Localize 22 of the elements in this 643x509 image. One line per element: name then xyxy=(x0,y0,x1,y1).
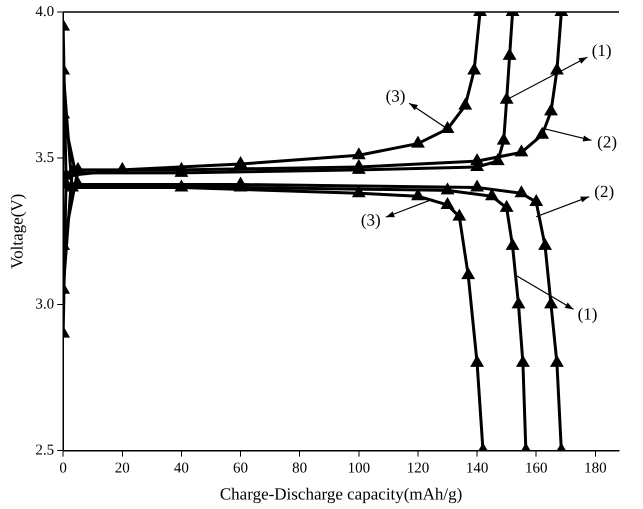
x-tick-label: 20 xyxy=(114,460,130,477)
x-tick-label: 180 xyxy=(584,460,607,477)
annotation: (1) xyxy=(578,304,598,324)
annotation: (1) xyxy=(592,41,612,60)
annotation: (2) xyxy=(597,132,617,152)
x-tick-label: 100 xyxy=(348,460,370,477)
y-tick-label: 4.0 xyxy=(35,4,54,20)
annotation: (3) xyxy=(360,210,381,230)
x-tick-label: 60 xyxy=(233,460,248,477)
annotation: (3) xyxy=(386,86,406,106)
y-axis-title: Voltage(V) xyxy=(8,194,27,269)
x-tick-label: 80 xyxy=(292,460,308,477)
y-tick-label: 3.0 xyxy=(35,296,54,312)
y-tick-label: 2.5 xyxy=(35,442,54,459)
x-tick-label: 120 xyxy=(406,460,430,477)
x-axis-title: Charge-Discharge capacity(mAh/g) xyxy=(220,484,462,504)
y-tick-label: 3.5 xyxy=(35,150,54,166)
x-tick-label: 140 xyxy=(466,460,488,477)
annotation: (2) xyxy=(594,182,614,202)
x-tick-label: 0 xyxy=(59,460,67,477)
x-tick-label: 160 xyxy=(524,460,548,477)
x-tick-label: 40 xyxy=(174,460,189,477)
